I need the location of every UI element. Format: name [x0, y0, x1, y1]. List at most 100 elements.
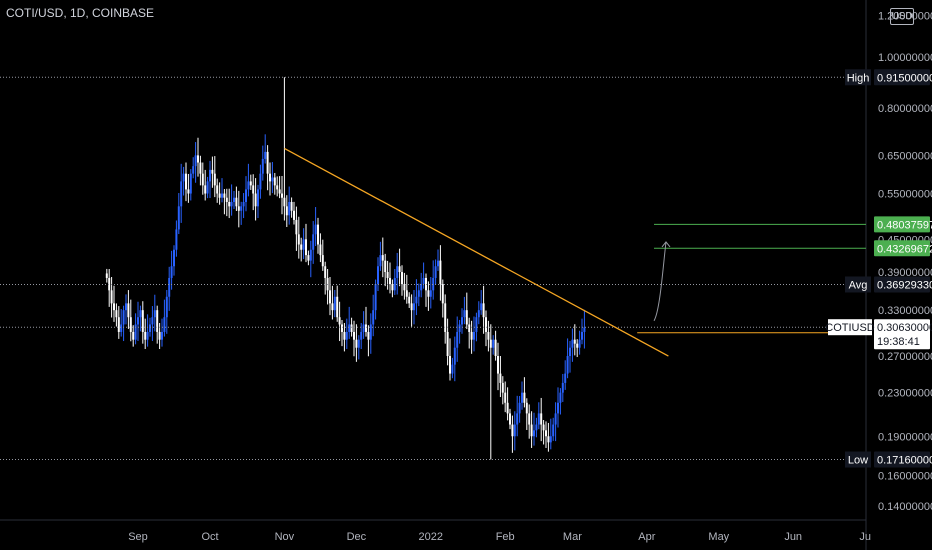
- candle-body: [453, 347, 456, 365]
- candle-body: [187, 189, 190, 194]
- candle-body: [170, 266, 173, 278]
- candle-body: [266, 151, 269, 174]
- candle-body: [105, 273, 108, 278]
- candle-body: [362, 324, 365, 332]
- candle-body: [355, 339, 358, 348]
- candle-body: [273, 177, 276, 186]
- candle-body: [110, 290, 113, 304]
- last-price-tag-bg: [874, 319, 930, 350]
- descending-trendline: [284, 147, 669, 357]
- candle-body: [545, 430, 547, 437]
- candle-body: [129, 317, 132, 332]
- candle-body: [391, 284, 394, 291]
- candle-body: [173, 249, 175, 267]
- candle-body: [420, 284, 423, 291]
- candle-body: [225, 197, 228, 202]
- low-value-tag-bg: [874, 451, 930, 468]
- price-tick-label: 0.16000000: [878, 471, 932, 483]
- candle-body: [312, 234, 315, 250]
- candle-body: [281, 193, 283, 198]
- candle-body: [314, 224, 317, 235]
- candle-body: [309, 249, 312, 261]
- candle-body: [571, 339, 574, 348]
- candle-body: [473, 331, 475, 340]
- time-tick-label: Feb: [496, 531, 515, 543]
- candle-body: [343, 331, 346, 340]
- candle-body: [410, 303, 413, 311]
- candle-body: [461, 317, 463, 325]
- candle-body: [429, 290, 432, 297]
- candle-body: [161, 331, 163, 340]
- candle-body: [302, 239, 305, 250]
- candle-body: [374, 284, 377, 311]
- candle-body: [276, 185, 279, 190]
- candle-body: [494, 339, 497, 357]
- candle-body: [437, 260, 439, 267]
- drawing-overlays: [0, 76, 866, 461]
- candle-body: [252, 185, 255, 194]
- candle-body: [564, 373, 567, 383]
- candle-body: [285, 206, 288, 216]
- time-axis[interactable]: Sep Oct Nov Dec 2022 Feb Mar Apr May Jun Ju: [128, 531, 871, 543]
- candle-body: [189, 173, 192, 194]
- candle-body: [144, 331, 147, 340]
- price-tick-label: 0.55000000: [878, 189, 932, 201]
- candle-body: [168, 277, 171, 297]
- target-value-tag: 0.43269672: [877, 243, 932, 255]
- price-tick-label: 0.65000000: [878, 150, 932, 162]
- candle-body: [235, 197, 238, 207]
- price-tick-label: 0.14000000: [878, 501, 932, 513]
- candle-body: [240, 206, 243, 211]
- candle-body: [300, 244, 303, 250]
- high-value-tag: 0.91500000: [877, 72, 932, 84]
- candle-body: [578, 339, 581, 348]
- candle-body: [525, 402, 528, 414]
- target-value-tag: 0.48037597: [877, 219, 932, 231]
- candle-body: [331, 303, 334, 311]
- time-tick-label: Mar: [563, 531, 582, 543]
- candle-body: [499, 373, 502, 383]
- candle-body: [422, 277, 425, 285]
- candle-body: [439, 260, 442, 285]
- currency-badge[interactable]: USD: [890, 8, 914, 25]
- candle-body: [245, 189, 247, 202]
- candle-body: [204, 185, 207, 194]
- candle-body: [408, 296, 411, 304]
- avg-value-tag: 0.36929330: [877, 279, 932, 291]
- time-tick-label: Dec: [347, 531, 367, 543]
- high-value-tag-bg: [874, 69, 930, 86]
- candle-body: [372, 310, 375, 325]
- candle-body: [254, 193, 257, 207]
- price-tick-label: 0.23000000: [878, 388, 932, 400]
- candle-body: [211, 169, 214, 174]
- candle-body: [120, 324, 123, 332]
- candle-body: [561, 382, 564, 393]
- candle-body: [151, 317, 154, 325]
- candle-body: [180, 181, 183, 207]
- high-label: High: [847, 72, 870, 84]
- candle-body: [345, 331, 348, 340]
- price-axis[interactable]: 1.20000000 1.00000000 0.80000000 0.65000000…: [878, 10, 932, 513]
- high-label-bg: [845, 69, 871, 86]
- candle-body: [233, 197, 235, 202]
- candle-body: [477, 310, 480, 318]
- candle-body: [468, 324, 471, 332]
- candle-body: [506, 402, 509, 414]
- candle-body: [257, 189, 259, 207]
- candle-body: [307, 255, 310, 261]
- candle-body: [552, 424, 555, 437]
- candle-body: [333, 296, 336, 311]
- candle-body: [393, 277, 396, 291]
- candle-body: [432, 277, 435, 291]
- avg-label: Avg: [849, 279, 868, 291]
- candle-body: [386, 272, 389, 278]
- candle-body: [177, 206, 180, 230]
- candle-body: [125, 303, 127, 311]
- candle-body: [216, 185, 219, 194]
- candle-body: [348, 324, 351, 332]
- candle-body: [297, 234, 300, 245]
- candle-body: [163, 317, 166, 332]
- candle-body: [192, 166, 195, 174]
- candle-body: [547, 436, 550, 443]
